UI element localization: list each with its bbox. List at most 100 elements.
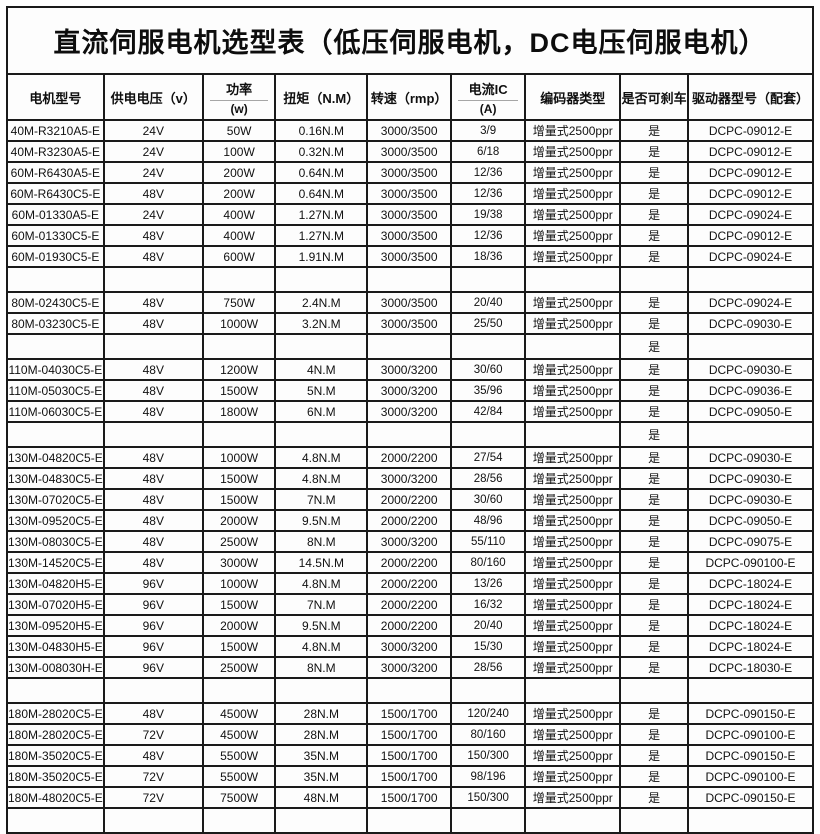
cell-model: 130M-008030H-E bbox=[6, 656, 105, 679]
cell-driver: DCPC-09030-E bbox=[687, 312, 814, 335]
cell-driver: DCPC-18024-E bbox=[687, 614, 814, 637]
cell-model bbox=[6, 807, 105, 834]
table-row: 80M-03230C5-E 48V 1000W 3.2N.M 3000/3500 25/5… bbox=[6, 312, 814, 335]
cell-driver: DCPC-09050-E bbox=[687, 509, 814, 532]
cell-model: 60M-01930C5-E bbox=[6, 245, 105, 268]
cell-power: 400W bbox=[201, 203, 277, 226]
cell-current: 30/60 bbox=[450, 488, 527, 511]
cell-speed: 3000/3500 bbox=[366, 245, 453, 268]
col-header-model: 电机型号 bbox=[6, 73, 105, 121]
cell-current bbox=[450, 421, 527, 448]
cell-torque: 35N.M bbox=[274, 765, 369, 788]
col-header-brake: 是否可刹车 bbox=[619, 73, 689, 121]
table-row: 130M-04820C5-E 48V 1000W 4.8N.M 2000/2200 27/… bbox=[6, 446, 814, 469]
cell-driver: DCPC-09050-E bbox=[687, 400, 814, 423]
cell-speed: 2000/2200 bbox=[366, 572, 453, 595]
cell-torque: 9.5N.M bbox=[274, 509, 369, 532]
cell-voltage: 48V bbox=[102, 245, 204, 268]
cell-voltage: 24V bbox=[102, 203, 204, 226]
cell-model: 130M-04820C5-E bbox=[6, 446, 105, 469]
cell-voltage: 96V bbox=[102, 614, 204, 637]
table-row: 130M-04830H5-E 96V 1500W 4.8N.M 3000/3200 15/… bbox=[6, 635, 814, 658]
table-row: 60M-01330C5-E 48V 400W 1.27N.M 3000/3500 12/3… bbox=[6, 224, 814, 247]
cell-current: 12/36 bbox=[450, 224, 527, 247]
cell-power: 200W bbox=[201, 182, 277, 205]
cell-current: 12/36 bbox=[450, 161, 527, 184]
cell-speed: 1500/1700 bbox=[366, 723, 453, 746]
cell-driver bbox=[687, 677, 814, 704]
cell-voltage: 48V bbox=[102, 467, 204, 490]
cell-encoder: 增量式2500ppr bbox=[524, 551, 622, 574]
cell-encoder: 增量式2500ppr bbox=[524, 656, 622, 679]
cell-torque: 5N.M bbox=[274, 379, 369, 402]
cell-voltage: 48V bbox=[102, 182, 204, 205]
cell-driver: DCPC-09012-E bbox=[687, 119, 814, 142]
cell-power: 1000W bbox=[201, 446, 277, 469]
cell-driver: DCPC-18024-E bbox=[687, 635, 814, 658]
cell-current: 18/36 bbox=[450, 245, 527, 268]
cell-model: 130M-07020C5-E bbox=[6, 488, 105, 511]
cell-voltage: 24V bbox=[102, 161, 204, 184]
cell-voltage: 48V bbox=[102, 291, 204, 314]
table-row: 130M-08030C5-E 48V 2500W 8N.M 3000/3200 55/11… bbox=[6, 530, 814, 553]
cell-driver: DCPC-09012-E bbox=[687, 182, 814, 205]
cell-brake bbox=[619, 266, 689, 293]
cell-voltage: 48V bbox=[102, 530, 204, 553]
cell-brake: 是 bbox=[619, 446, 689, 469]
cell-speed: 3000/3200 bbox=[366, 467, 453, 490]
cell-torque bbox=[274, 677, 369, 704]
cell-driver: DCPC-090150-E bbox=[687, 702, 814, 725]
table-row: 130M-04820H5-E 96V 1000W 4.8N.M 2000/2200 13/… bbox=[6, 572, 814, 595]
table-row: 80M-02430C5-E 48V 750W 2.4N.M 3000/3500 20/40… bbox=[6, 291, 814, 314]
cell-torque bbox=[274, 807, 369, 834]
cell-model: 80M-03230C5-E bbox=[6, 312, 105, 335]
cell-torque: 9.5N.M bbox=[274, 614, 369, 637]
cell-speed: 3000/3200 bbox=[366, 400, 453, 423]
cell-brake: 是 bbox=[619, 203, 689, 226]
cell-voltage: 48V bbox=[102, 224, 204, 247]
col-header-power: 功率 (w) bbox=[201, 73, 277, 121]
cell-voltage: 96V bbox=[102, 593, 204, 616]
cell-encoder: 增量式2500ppr bbox=[524, 702, 622, 725]
cell-voltage bbox=[102, 677, 204, 704]
cell-power: 1000W bbox=[201, 572, 277, 595]
table-row: 110M-04030C5-E 48V 1200W 4N.M 3000/3200 30/60… bbox=[6, 358, 814, 381]
cell-driver bbox=[687, 266, 814, 293]
cell-brake: 是 bbox=[619, 786, 689, 809]
cell-model: 40M-R3230A5-E bbox=[6, 140, 105, 163]
cell-speed bbox=[366, 421, 453, 448]
cell-model: 180M-48020C5-E bbox=[6, 786, 105, 809]
cell-brake: 是 bbox=[619, 723, 689, 746]
table-row: 130M-008030H-E 96V 2500W 8N.M 3000/3200 28/56… bbox=[6, 656, 814, 679]
spacer-row: 是 bbox=[6, 333, 814, 360]
cell-brake: 是 bbox=[619, 530, 689, 553]
cell-power: 400W bbox=[201, 224, 277, 247]
cell-driver: DCPC-18024-E bbox=[687, 593, 814, 616]
cell-voltage: 48V bbox=[102, 358, 204, 381]
cell-brake: 是 bbox=[619, 572, 689, 595]
table-row: 40M-R3230A5-E 24V 100W 0.32N.M 3000/3500 6/18… bbox=[6, 140, 814, 163]
table-row: 180M-35020C5-E 72V 5500W 35N.M 1500/1700 98/1… bbox=[6, 765, 814, 788]
cell-encoder: 增量式2500ppr bbox=[524, 635, 622, 658]
cell-current bbox=[450, 807, 527, 834]
cell-brake: 是 bbox=[619, 119, 689, 142]
cell-torque: 4.8N.M bbox=[274, 635, 369, 658]
cell-power: 5500W bbox=[201, 744, 277, 767]
cell-encoder: 增量式2500ppr bbox=[524, 488, 622, 511]
cell-voltage: 72V bbox=[102, 765, 204, 788]
cell-speed bbox=[366, 677, 453, 704]
cell-driver: DCPC-09012-E bbox=[687, 224, 814, 247]
cell-power: 750W bbox=[201, 291, 277, 314]
table-row: 180M-35020C5-E 48V 5500W 35N.M 1500/1700 150/… bbox=[6, 744, 814, 767]
cell-brake: 是 bbox=[619, 765, 689, 788]
table-row: 60M-R6430A5-E 24V 200W 0.64N.M 3000/3500 12/3… bbox=[6, 161, 814, 184]
cell-torque: 0.64N.M bbox=[274, 161, 369, 184]
cell-speed: 3000/3500 bbox=[366, 182, 453, 205]
cell-speed: 3000/3500 bbox=[366, 161, 453, 184]
cell-speed: 3000/3200 bbox=[366, 379, 453, 402]
cell-encoder: 增量式2500ppr bbox=[524, 245, 622, 268]
cell-torque: 14.5N.M bbox=[274, 551, 369, 574]
cell-current: 27/54 bbox=[450, 446, 527, 469]
cell-brake: 是 bbox=[619, 400, 689, 423]
cell-driver: DCPC-090150-E bbox=[687, 786, 814, 809]
